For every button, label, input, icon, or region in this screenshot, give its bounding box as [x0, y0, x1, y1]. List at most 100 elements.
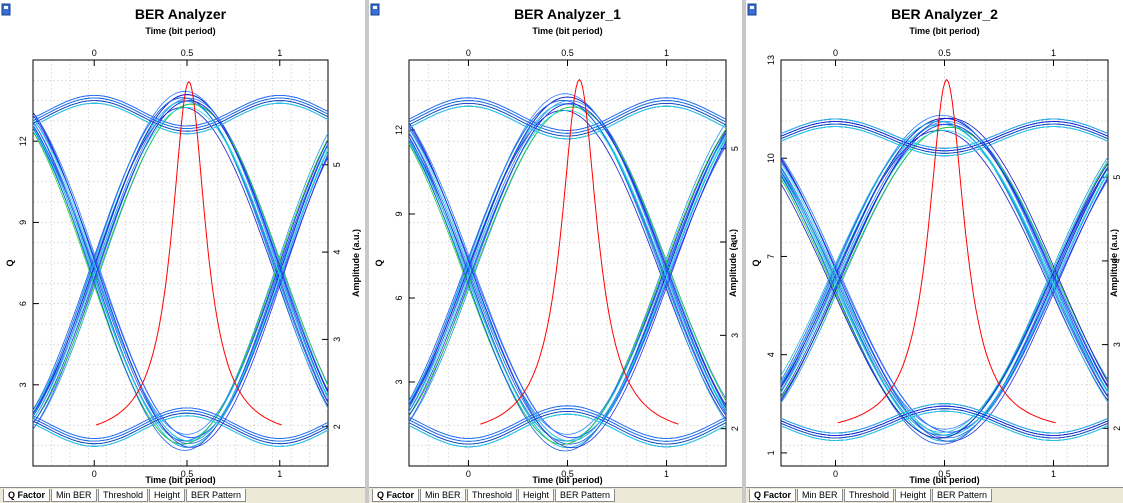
y2-tick-label: 2: [1112, 426, 1122, 431]
eye-trace-high: [780, 123, 1109, 154]
y-tick-label: 3: [394, 379, 404, 384]
x-tick-label: 1: [664, 48, 669, 58]
y-tick-label: 9: [394, 211, 404, 216]
eye-trace-rising: [32, 100, 329, 424]
chart-title: BER Analyzer_1: [514, 6, 621, 22]
eye-trace-rising: [32, 103, 329, 424]
bottom-x-axis-title: Time (bit period): [909, 475, 979, 485]
eye-trace-low: [32, 412, 329, 445]
tab-height[interactable]: Height: [518, 489, 555, 502]
tab-height[interactable]: Height: [895, 489, 932, 502]
eye-trace-falling: [780, 167, 1109, 439]
x-tick-label: 1: [277, 48, 282, 58]
panel-divider: [742, 0, 746, 503]
tab-bar: Q Factor Min BER Threshold Height BER Patter…: [0, 487, 365, 503]
eye-trace-rising: [780, 117, 1109, 400]
bottom-x-axis-title: Time (bit period): [145, 475, 215, 485]
eye-diagram: [780, 114, 1109, 445]
x-tick-label: 1: [277, 469, 282, 479]
tab-bar: Q Factor Min BER Threshold Height BER Patter…: [369, 487, 742, 503]
ber-panel-2: BER Analyzer_1 Time (bit period) Time (bit…: [369, 0, 742, 503]
eye-trace-falling: [32, 118, 329, 442]
tab-threshold[interactable]: Threshold: [98, 489, 149, 502]
y2-tick-label: 5: [332, 162, 342, 167]
x-tick-label: 1: [664, 469, 669, 479]
eye-trace-high: [780, 121, 1109, 152]
y-tick-label: 4: [766, 352, 776, 357]
eye-trace-high: [780, 126, 1109, 157]
tab-ber-pattern[interactable]: BER Pattern: [932, 489, 993, 502]
ber-panel-1: BER Analyzer Time (bit period) Time (bit p…: [0, 0, 365, 503]
y2-tick-label: 3: [730, 333, 740, 338]
panel-divider: [365, 0, 369, 503]
y-tick-label: 7: [766, 254, 776, 259]
top-x-axis-title: Time (bit period): [145, 26, 215, 36]
y2-tick-label: 5: [1112, 175, 1122, 180]
window-icon: [370, 3, 380, 16]
eye-trace-rising: [32, 106, 329, 421]
x-tick-label: 0.5: [938, 469, 951, 479]
eye-trace-rising: [408, 93, 727, 412]
eye-trace-rising: [408, 106, 727, 417]
tab-q-factor[interactable]: Q Factor: [372, 489, 420, 502]
tab-ber-pattern[interactable]: BER Pattern: [186, 489, 247, 502]
x-tick-label: 1: [1051, 469, 1056, 479]
tab-threshold[interactable]: Threshold: [844, 489, 895, 502]
chart-3: BER Analyzer_2 Time (bit period) Time (bit…: [747, 3, 1122, 485]
y-axis-title: Q: [5, 259, 15, 266]
window-icon: [747, 3, 757, 16]
tab-bar: Q Factor Min BER Threshold Height BER Patter…: [746, 487, 1123, 503]
eye-diagram: [408, 93, 727, 452]
grid: [409, 60, 726, 466]
tab-q-factor[interactable]: Q Factor: [749, 489, 797, 502]
y2-tick-label: 4: [730, 239, 740, 244]
y2-tick-label: 2: [332, 424, 342, 429]
y-tick-label: 10: [766, 153, 776, 163]
eye-trace-low: [32, 407, 329, 439]
eye-trace-falling: [408, 125, 727, 449]
eye-trace-low: [408, 405, 727, 439]
eye-trace-rising: [408, 109, 727, 413]
eye-trace-rising: [780, 123, 1109, 397]
bottom-x-axis-title: Time (bit period): [532, 475, 602, 485]
eye-trace-falling: [780, 159, 1109, 442]
eye-trace-high: [32, 94, 329, 127]
eye-trace-falling: [408, 128, 727, 442]
eye-trace-high: [408, 100, 727, 134]
eye-trace-low: [32, 410, 329, 442]
y-tick-label: 3: [18, 382, 28, 387]
eye-trace-low: [780, 405, 1109, 436]
tab-q-factor[interactable]: Q Factor: [3, 489, 51, 502]
tab-threshold[interactable]: Threshold: [467, 489, 518, 502]
tab-ber-pattern[interactable]: BER Pattern: [555, 489, 616, 502]
eye-trace-falling: [408, 128, 727, 445]
chart-title: BER Analyzer: [135, 6, 227, 22]
eye-trace-low: [780, 403, 1109, 434]
y2-tick-label: 3: [332, 337, 342, 342]
eye-trace-rising: [408, 99, 727, 416]
chart-1: BER Analyzer Time (bit period) Time (bit p…: [1, 3, 361, 485]
y-tick-label: 1: [766, 450, 776, 455]
eye-trace-rising: [780, 121, 1109, 393]
q-factor-curve: [837, 78, 1056, 424]
tab-min-ber[interactable]: Min BER: [797, 489, 843, 502]
eye-trace-high: [408, 97, 727, 131]
eye-trace-falling: [408, 132, 727, 452]
x-tick-label: 0: [833, 469, 838, 479]
eye-trace-high: [780, 118, 1109, 149]
eye-trace-falling: [32, 121, 329, 435]
y-tick-label: 12: [18, 136, 28, 146]
tab-min-ber[interactable]: Min BER: [51, 489, 97, 502]
eye-trace-falling: [780, 160, 1109, 433]
x-tick-label: 0: [92, 469, 97, 479]
tab-min-ber[interactable]: Min BER: [420, 489, 466, 502]
y-tick-label: 6: [394, 295, 404, 300]
x-tick-label: 1: [1051, 48, 1056, 58]
eye-trace-low: [408, 413, 727, 448]
eye-trace-high: [408, 102, 727, 137]
tab-height[interactable]: Height: [149, 489, 186, 502]
y2-axis-title: Amplitude (a.u.): [728, 229, 738, 297]
y2-tick-label: 3: [1112, 342, 1122, 347]
x-tick-label: 0: [466, 469, 471, 479]
chart-title: BER Analyzer_2: [891, 6, 998, 22]
